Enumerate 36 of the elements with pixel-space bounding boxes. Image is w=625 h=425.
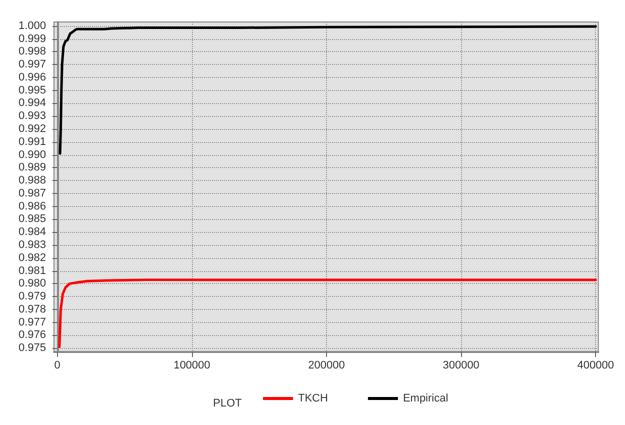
y-tick-label: 0.979 — [18, 290, 46, 303]
line-series — [58, 278, 597, 348]
line-series — [58, 25, 597, 155]
y-tick-label: 0.985 — [18, 213, 46, 226]
y-tick-label: 0.992 — [18, 122, 46, 135]
y-tick-label: 0.982 — [18, 252, 46, 264]
x-tick-label: 0 — [54, 360, 60, 372]
y-tick-label: 0.977 — [18, 316, 46, 328]
y-tick-label: 0.976 — [18, 329, 46, 342]
x-tick-label: 400000 — [577, 360, 614, 372]
legend-label: Empirical — [402, 392, 448, 404]
y-tick-label: 0.988 — [18, 174, 46, 187]
y-tick-label: 0.993 — [18, 110, 46, 122]
y-tick-label: 0.984 — [18, 226, 46, 238]
y-tick-label: 0.994 — [18, 97, 46, 110]
y-tick-label: 0.995 — [18, 84, 46, 96]
y-tick-label: 0.983 — [18, 239, 46, 252]
y-tick-label: 0.999 — [18, 32, 46, 45]
y-tick-label: 0.981 — [18, 264, 46, 277]
y-tick-label: 0.998 — [18, 46, 46, 58]
y-tick-label: 0.978 — [18, 303, 46, 316]
y-tick-label: 1.000 — [18, 20, 46, 32]
y-tick-label: 0.991 — [18, 136, 46, 148]
y-tick-label: 0.975 — [18, 342, 46, 354]
x-tick-label: 100000 — [174, 360, 210, 372]
legend-label: TKCH — [298, 392, 328, 404]
y-tick-label: 0.989 — [18, 162, 46, 174]
x-tick-label: 200000 — [308, 360, 345, 372]
legend-title: PLOT — [213, 398, 242, 410]
x-tick-label: 300000 — [442, 360, 480, 372]
y-tick-label: 0.997 — [18, 58, 46, 71]
y-tick-label: 0.986 — [18, 200, 46, 212]
y-tick-label: 0.990 — [18, 148, 46, 161]
y-tick-label: 0.980 — [18, 278, 46, 290]
y-tick-label: 0.996 — [18, 71, 46, 84]
y-tick-label: 0.987 — [18, 187, 46, 200]
